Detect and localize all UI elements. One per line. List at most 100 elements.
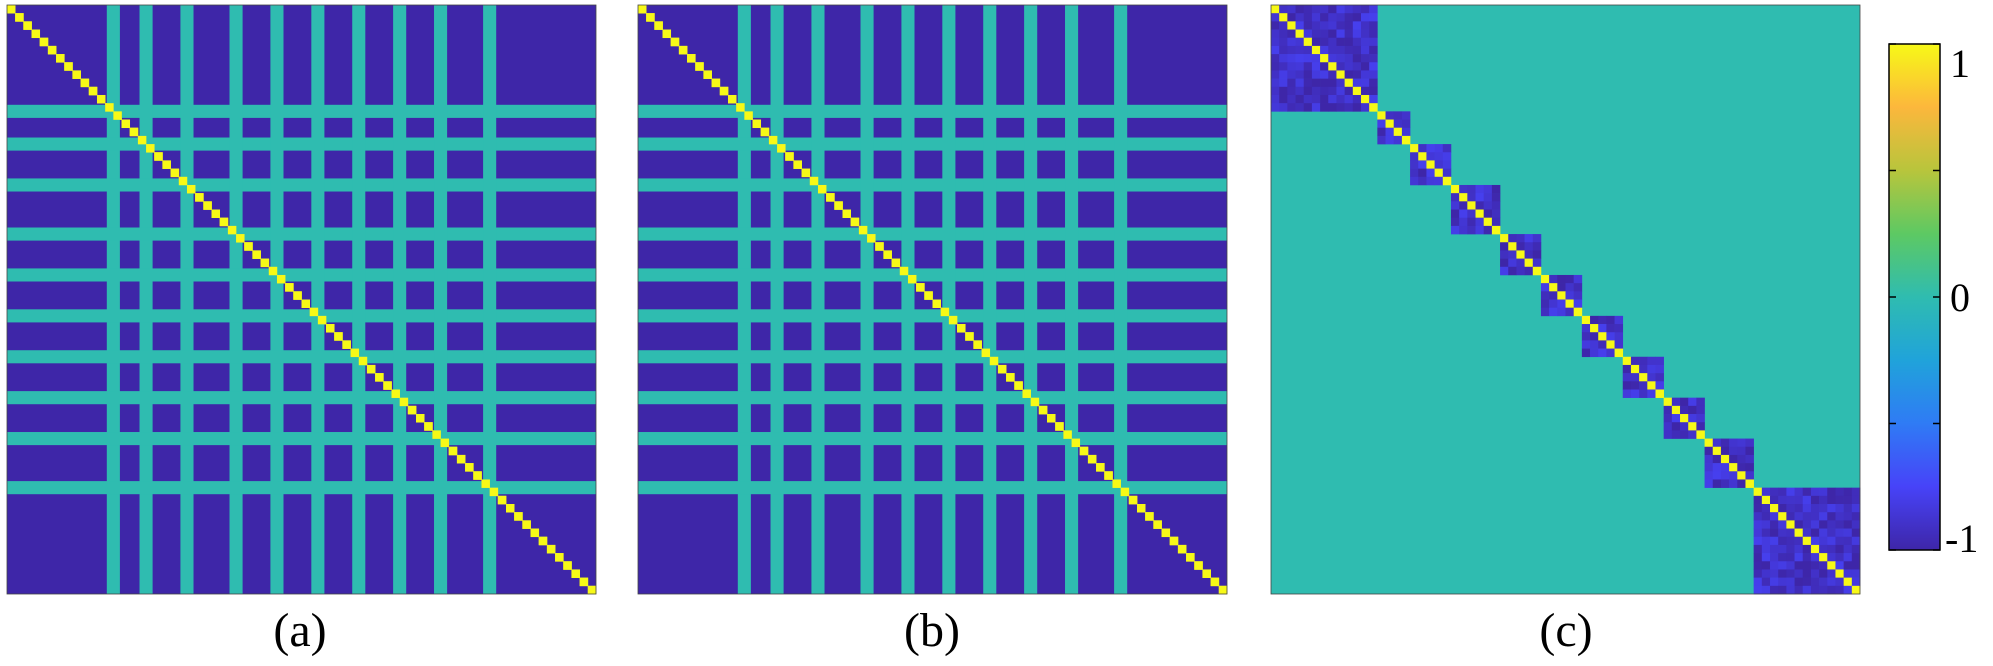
heatmap-cell [1851,536,1861,546]
heatmap-cell [1279,29,1288,39]
heatmap-diagonal-cell [1087,454,1097,464]
heatmap-cell [1450,209,1460,218]
heatmap-cell [1778,487,1787,497]
heatmap-cell [1295,13,1305,22]
heatmap-cell [1778,520,1787,529]
heatmap-cell [1311,13,1321,22]
heatmap-cell [1311,86,1321,96]
heatmap-cell [1843,520,1853,529]
heatmap-block [7,238,109,271]
heatmap-cell [1712,479,1722,488]
heatmap-block-gap [229,5,243,594]
heatmap-block-gap [7,481,596,495]
heatmap-diagonal-cell [711,78,721,88]
heatmap-cell [1622,373,1632,382]
heatmap-cell [1344,62,1354,71]
heatmap-cell [1753,544,1763,554]
heatmap-cell [1745,438,1754,448]
heatmap-diagonal-cell [219,217,229,227]
heatmap-diagonal-cell [7,5,16,14]
heatmap-cell [1483,184,1493,194]
heatmap-block [7,148,109,181]
heatmap-diagonal-cell [1573,307,1583,317]
heatmap-diagonal-cell [375,373,384,382]
heatmap-cell [1442,144,1452,153]
heatmap-diagonal-cell [1369,103,1378,112]
heatmap-cell [1761,561,1771,570]
heatmap-cell [1794,561,1804,570]
heatmap-diagonal-cell [1112,479,1121,488]
heatmap-cell [1639,381,1648,390]
heatmap-cell [1696,414,1705,423]
heatmap-diagonal-cell [760,127,770,137]
heatmap-cell [1802,504,1812,513]
heatmap-block [953,148,986,181]
colorbar: 1 0 -1 [1888,41,1978,561]
heatmap-block [871,189,904,230]
heatmap-cell [1369,70,1378,79]
heatmap-cell [1271,37,1280,47]
heatmap-diagonal-cell [1696,430,1705,439]
heatmap-cell [1540,291,1550,300]
heatmap-diagonal-cell [1336,70,1345,79]
heatmap-cell [1802,544,1812,554]
heatmap-block [953,189,986,230]
heatmap-diagonal-cell [448,446,458,456]
colorbar-tick-label-1: 1 [1950,41,1970,86]
heatmap-block [871,320,904,353]
heatmap-block [1125,443,1227,484]
heatmap-diagonal-cell [260,258,270,268]
heatmap-diagonal-cell [638,5,647,14]
heatmap-diagonal-cell [826,193,835,202]
heatmap-cell [1508,234,1517,243]
heatmap-cell [1737,438,1746,448]
heatmap-cell [1393,111,1403,120]
heatmap-cell [1851,495,1861,505]
heatmap-block [7,189,109,230]
heatmap-cell [1680,397,1689,407]
heatmap-cell [1827,585,1836,595]
heatmap-block [748,279,773,312]
heatmap-cell [1835,520,1844,529]
heatmap-cell [1320,13,1329,22]
heatmap-cell [1810,569,1820,578]
heatmap-diagonal-cell [416,414,425,423]
heatmap-cell [1647,373,1656,382]
heatmap-cell [1352,94,1362,104]
heatmap-cell [1680,405,1689,415]
heatmap-block [322,361,355,394]
heatmap-cell [1311,70,1321,79]
heatmap-cell [1835,585,1844,595]
heatmap-diagonal-cell [1729,463,1738,472]
heatmap-diagonal-cell [1606,340,1615,349]
heatmap-cell [1712,471,1722,480]
heatmap-diagonal-cell [1827,561,1836,570]
heatmap-diagonal-cell [178,176,188,186]
heatmap-diagonal-cell [497,495,507,505]
heatmap-cell [1835,536,1844,546]
heatmap-cell [1753,569,1763,578]
heatmap-diagonal-cell [514,512,523,521]
heatmap-cell [1671,414,1681,423]
heatmap-cell [1761,504,1771,513]
heatmap-diagonal-cell [1320,54,1329,63]
heatmap-cell [1819,495,1828,505]
heatmap-block [150,238,183,271]
heatmap-cell [1778,585,1787,595]
heatmap-cell [1770,512,1779,521]
heatmap-cell [1729,479,1738,488]
heatmap-block [1076,402,1117,435]
heatmap-cell [1360,45,1370,55]
heatmap-block [445,361,486,394]
heatmap-diagonal-cell [1104,471,1113,480]
heatmap-diagonal-cell [1590,324,1599,333]
heatmap-block [748,189,773,230]
heatmap-block [912,492,945,594]
heatmap-cell [1303,94,1313,104]
heatmap-diagonal-cell [1410,144,1419,153]
heatmap-diagonal-cell [678,45,688,55]
heatmap-diagonal-cell [1271,5,1280,14]
heatmap-diagonal-cell [801,168,811,178]
heatmap-cell [1688,405,1697,415]
heatmap-diagonal-cell [695,62,704,71]
